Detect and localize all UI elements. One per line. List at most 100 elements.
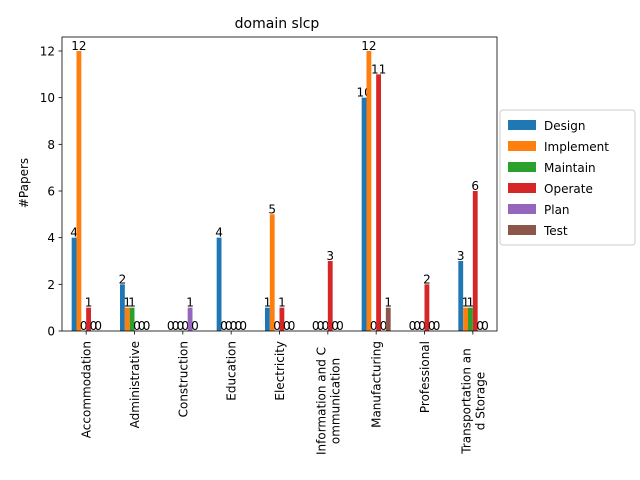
- bar-value-label: 0: [94, 319, 102, 333]
- y-axis-label: #Papers: [17, 158, 31, 208]
- legend-label: Plan: [544, 203, 570, 217]
- legend-label: Maintain: [544, 161, 596, 175]
- bar-value-label: 0: [80, 319, 88, 333]
- chart-title: domain slcp: [235, 16, 320, 32]
- bar-value-label: 0: [191, 319, 199, 333]
- bar-value-label: 0: [220, 319, 228, 333]
- y-tick-label: 4: [47, 231, 55, 245]
- bar: [327, 261, 333, 331]
- bar: [71, 237, 77, 331]
- x-tick-label: Education: [225, 341, 239, 401]
- bar: [187, 307, 193, 331]
- bar-value-label: 0: [167, 319, 175, 333]
- legend-item: Design: [508, 119, 585, 133]
- bar: [376, 74, 381, 331]
- legend-label: Operate: [544, 182, 593, 196]
- bar-value-label: 0: [225, 319, 233, 333]
- legend-item: Plan: [508, 203, 570, 217]
- legend-swatch: [508, 225, 536, 235]
- bar-value-label: 3: [457, 249, 465, 263]
- bar-value-label: 5: [268, 202, 276, 216]
- legend-swatch: [508, 120, 536, 130]
- bar-value-label: 0: [418, 319, 426, 333]
- bar: [385, 307, 391, 331]
- bar-value-label: 0: [138, 319, 146, 333]
- bar-value-label: 0: [413, 319, 421, 333]
- bar-value-label: 4: [215, 226, 223, 240]
- bar: [76, 51, 82, 331]
- bar: [458, 261, 464, 331]
- bar-value-label: 6: [471, 179, 479, 193]
- legend-item: Operate: [508, 182, 593, 196]
- bar-value-label: 0: [370, 319, 378, 333]
- legend-swatch: [508, 162, 536, 172]
- x-tick-label: Information and C: [314, 347, 328, 455]
- bar-value-label: 1: [462, 296, 470, 310]
- x-tick-label: Professional: [418, 341, 432, 413]
- bar-value-label: 12: [361, 39, 376, 53]
- bar-value-label: 0: [476, 319, 484, 333]
- bar: [463, 307, 468, 331]
- bar-value-label: 1: [384, 296, 392, 310]
- bar-value-label: 1: [467, 296, 475, 310]
- series-plan: 0 010 0 0 0 0 0: [90, 296, 484, 333]
- bar-value-label: 1: [123, 296, 131, 310]
- y-tick-label: 0: [47, 325, 55, 339]
- bar-value-label: 1: [264, 296, 272, 310]
- bar-value-label: 0: [336, 319, 344, 333]
- bar-value-label: 2: [423, 272, 431, 286]
- x-tick-label: d Storage: [473, 372, 487, 430]
- bar-value-label: 2: [119, 272, 127, 286]
- bar: [472, 191, 478, 331]
- bar-value-label: 0: [312, 319, 320, 333]
- legend-label: Design: [544, 119, 585, 133]
- x-tick-label: Transportation an: [459, 348, 473, 454]
- bar-value-label: 0: [230, 319, 238, 333]
- bar: [265, 307, 270, 331]
- bar: [120, 284, 125, 331]
- x-tick-label: Electricity: [273, 341, 287, 401]
- bar-value-label: 0: [181, 319, 189, 333]
- bar-value-label: 0: [273, 319, 281, 333]
- axes-frame: [61, 36, 498, 332]
- legend-item: Maintain: [508, 161, 596, 175]
- bar-value-label: 0: [409, 319, 417, 333]
- y-tick-label: 12: [40, 45, 55, 59]
- bar-value-label: 0: [428, 319, 436, 333]
- bar-value-label: 1: [278, 296, 286, 310]
- bar-value-label: 3: [326, 249, 334, 263]
- x-tick-label: Administrative: [128, 341, 142, 428]
- bar-value-label: 0: [331, 319, 339, 333]
- bar-value-label: 0: [288, 319, 296, 333]
- bar: [269, 214, 275, 331]
- series-maintain: 010 0 0 0 0 01: [80, 296, 474, 333]
- series-test: 0 0 0 0 0 010 0: [94, 296, 488, 333]
- bar-value-label: 11: [371, 62, 386, 76]
- x-tick-label: ommunication: [328, 358, 342, 444]
- bar-value-label: 0: [322, 319, 330, 333]
- y-tick-label: 10: [40, 91, 55, 105]
- bar: [216, 237, 222, 331]
- bar: [366, 51, 372, 331]
- bar-value-label: 4: [70, 226, 78, 240]
- bar-value-label: 0: [317, 319, 325, 333]
- bar-value-label: 0: [133, 319, 141, 333]
- x-tick-label: Accommodation: [80, 341, 94, 438]
- bar-value-label: 1: [128, 296, 136, 310]
- bar-value-label: 0: [239, 319, 247, 333]
- bar-value-label: 0: [481, 319, 489, 333]
- bar-value-label: 0: [433, 319, 441, 333]
- legend-swatch: [508, 183, 536, 193]
- legend-swatch: [508, 204, 536, 214]
- bar: [129, 307, 135, 331]
- bar: [279, 307, 285, 331]
- x-tick-label: Manufacturing: [370, 341, 384, 428]
- bar: [86, 307, 91, 331]
- bar-value-label: 0: [235, 319, 243, 333]
- y-tick-label: 6: [47, 185, 55, 199]
- bar-value-label: 0: [143, 319, 151, 333]
- legend: Design Implement Maintain Operate Plan Test: [499, 109, 636, 246]
